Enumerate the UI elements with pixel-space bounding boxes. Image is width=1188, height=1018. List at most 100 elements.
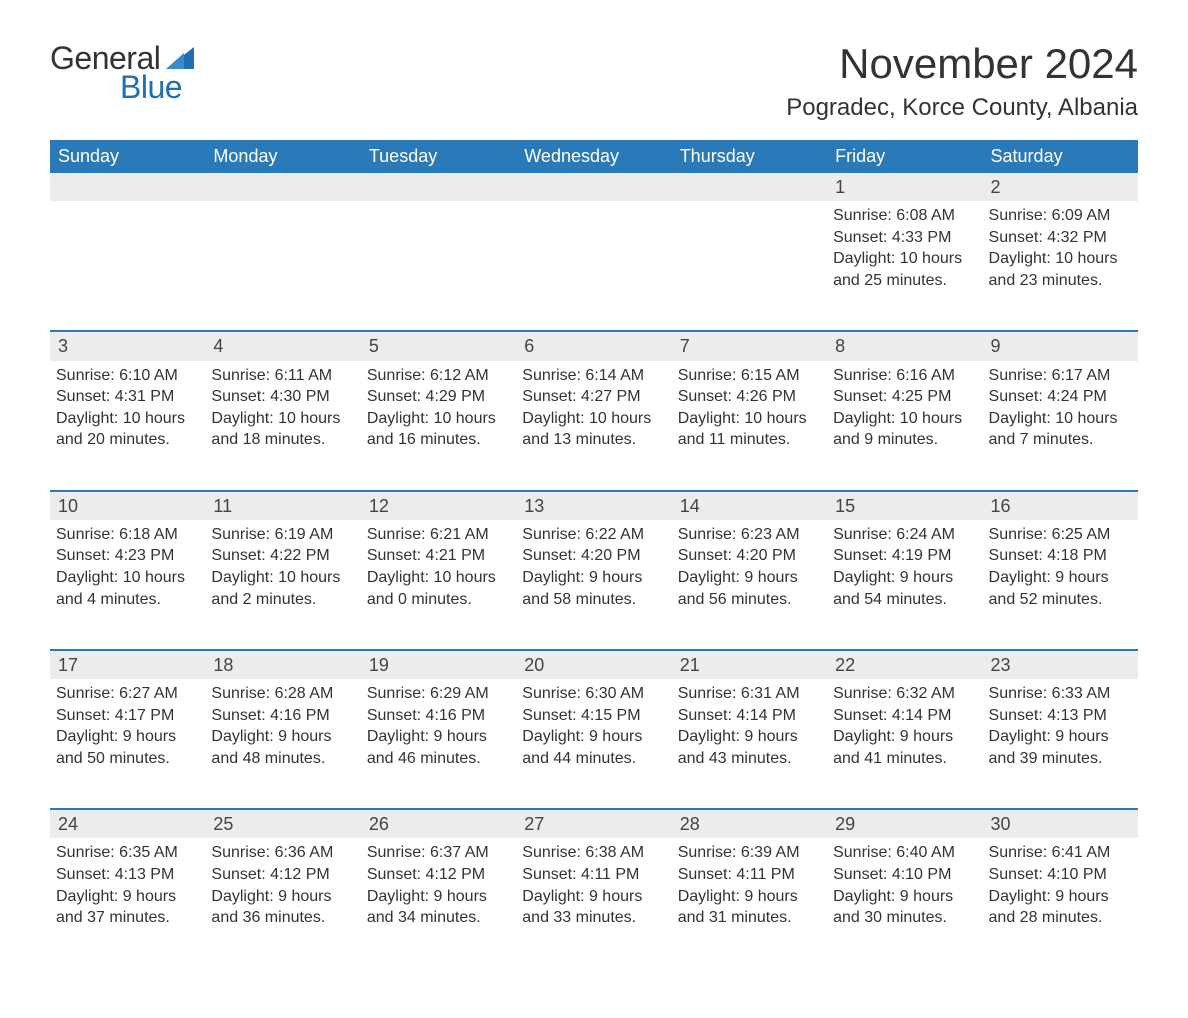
day-content-cell: Sunrise: 6:15 AM Sunset: 4:26 PM Dayligh…: [672, 361, 827, 491]
day-details: Sunrise: 6:11 AM Sunset: 4:30 PM Dayligh…: [211, 365, 354, 451]
title-block: November 2024 Pogradec, Korce County, Al…: [786, 40, 1138, 122]
day-content-row: Sunrise: 6:10 AM Sunset: 4:31 PM Dayligh…: [50, 361, 1138, 491]
day-content-cell: Sunrise: 6:40 AM Sunset: 4:10 PM Dayligh…: [827, 838, 982, 968]
day-content-cell: Sunrise: 6:29 AM Sunset: 4:16 PM Dayligh…: [361, 679, 516, 809]
day-number-cell: 16: [983, 491, 1138, 520]
day-number-cell: 17: [50, 650, 205, 679]
calendar-page: General Blue November 2024 Pogradec, Kor…: [0, 0, 1188, 1018]
day-details: Sunrise: 6:15 AM Sunset: 4:26 PM Dayligh…: [678, 365, 821, 451]
day-details: Sunrise: 6:12 AM Sunset: 4:29 PM Dayligh…: [367, 365, 510, 451]
day-details: Sunrise: 6:30 AM Sunset: 4:15 PM Dayligh…: [522, 683, 665, 769]
day-details: Sunrise: 6:16 AM Sunset: 4:25 PM Dayligh…: [833, 365, 976, 451]
location-subtitle: Pogradec, Korce County, Albania: [786, 94, 1138, 122]
day-content-cell: [361, 201, 516, 331]
day-content-cell: Sunrise: 6:36 AM Sunset: 4:12 PM Dayligh…: [205, 838, 360, 968]
daynum-row: 3456789: [50, 331, 1138, 360]
day-number-cell: 18: [205, 650, 360, 679]
day-number-cell: 8: [827, 331, 982, 360]
day-details: Sunrise: 6:29 AM Sunset: 4:16 PM Dayligh…: [367, 683, 510, 769]
day-content-cell: Sunrise: 6:31 AM Sunset: 4:14 PM Dayligh…: [672, 679, 827, 809]
day-details: Sunrise: 6:39 AM Sunset: 4:11 PM Dayligh…: [678, 842, 821, 928]
day-content-cell: Sunrise: 6:30 AM Sunset: 4:15 PM Dayligh…: [516, 679, 671, 809]
day-number-cell: 24: [50, 809, 205, 838]
col-sunday: Sunday: [50, 140, 205, 173]
day-content-cell: Sunrise: 6:16 AM Sunset: 4:25 PM Dayligh…: [827, 361, 982, 491]
day-details: Sunrise: 6:35 AM Sunset: 4:13 PM Dayligh…: [56, 842, 199, 928]
day-content-cell: Sunrise: 6:25 AM Sunset: 4:18 PM Dayligh…: [983, 520, 1138, 650]
daynum-row: 10111213141516: [50, 491, 1138, 520]
day-number-cell: 27: [516, 809, 671, 838]
day-content-row: Sunrise: 6:18 AM Sunset: 4:23 PM Dayligh…: [50, 520, 1138, 650]
day-content-cell: Sunrise: 6:39 AM Sunset: 4:11 PM Dayligh…: [672, 838, 827, 968]
day-number-cell: 23: [983, 650, 1138, 679]
day-number-cell: 2: [983, 173, 1138, 201]
logo-text-blue: Blue: [120, 69, 182, 106]
day-details: Sunrise: 6:25 AM Sunset: 4:18 PM Dayligh…: [989, 524, 1132, 610]
day-content-cell: Sunrise: 6:11 AM Sunset: 4:30 PM Dayligh…: [205, 361, 360, 491]
day-content-cell: [672, 201, 827, 331]
day-content-cell: Sunrise: 6:18 AM Sunset: 4:23 PM Dayligh…: [50, 520, 205, 650]
col-thursday: Thursday: [672, 140, 827, 173]
day-details: Sunrise: 6:32 AM Sunset: 4:14 PM Dayligh…: [833, 683, 976, 769]
day-number-cell: 20: [516, 650, 671, 679]
day-content-cell: Sunrise: 6:24 AM Sunset: 4:19 PM Dayligh…: [827, 520, 982, 650]
day-content-cell: Sunrise: 6:09 AM Sunset: 4:32 PM Dayligh…: [983, 201, 1138, 331]
day-content-cell: Sunrise: 6:32 AM Sunset: 4:14 PM Dayligh…: [827, 679, 982, 809]
day-content-cell: Sunrise: 6:19 AM Sunset: 4:22 PM Dayligh…: [205, 520, 360, 650]
day-number-cell: 30: [983, 809, 1138, 838]
day-details: Sunrise: 6:10 AM Sunset: 4:31 PM Dayligh…: [56, 365, 199, 451]
col-monday: Monday: [205, 140, 360, 173]
day-details: Sunrise: 6:41 AM Sunset: 4:10 PM Dayligh…: [989, 842, 1132, 928]
day-number-cell: 6: [516, 331, 671, 360]
day-number-cell: 5: [361, 331, 516, 360]
day-number-cell: 25: [205, 809, 360, 838]
day-content-cell: Sunrise: 6:33 AM Sunset: 4:13 PM Dayligh…: [983, 679, 1138, 809]
day-number-cell: 1: [827, 173, 982, 201]
day-content-cell: Sunrise: 6:14 AM Sunset: 4:27 PM Dayligh…: [516, 361, 671, 491]
day-content-cell: [516, 201, 671, 331]
day-number-cell: [672, 173, 827, 201]
day-content-cell: Sunrise: 6:23 AM Sunset: 4:20 PM Dayligh…: [672, 520, 827, 650]
day-content-row: Sunrise: 6:27 AM Sunset: 4:17 PM Dayligh…: [50, 679, 1138, 809]
daynum-row: 12: [50, 173, 1138, 201]
day-content-cell: [205, 201, 360, 331]
day-content-cell: Sunrise: 6:22 AM Sunset: 4:20 PM Dayligh…: [516, 520, 671, 650]
day-content-cell: Sunrise: 6:28 AM Sunset: 4:16 PM Dayligh…: [205, 679, 360, 809]
day-content-cell: Sunrise: 6:21 AM Sunset: 4:21 PM Dayligh…: [361, 520, 516, 650]
day-details: Sunrise: 6:22 AM Sunset: 4:20 PM Dayligh…: [522, 524, 665, 610]
day-number-cell: 7: [672, 331, 827, 360]
day-details: Sunrise: 6:38 AM Sunset: 4:11 PM Dayligh…: [522, 842, 665, 928]
col-wednesday: Wednesday: [516, 140, 671, 173]
day-number-cell: 21: [672, 650, 827, 679]
day-number-cell: 19: [361, 650, 516, 679]
day-details: Sunrise: 6:24 AM Sunset: 4:19 PM Dayligh…: [833, 524, 976, 610]
day-content-row: Sunrise: 6:08 AM Sunset: 4:33 PM Dayligh…: [50, 201, 1138, 331]
day-number-cell: 11: [205, 491, 360, 520]
day-details: Sunrise: 6:18 AM Sunset: 4:23 PM Dayligh…: [56, 524, 199, 610]
day-details: Sunrise: 6:17 AM Sunset: 4:24 PM Dayligh…: [989, 365, 1132, 451]
day-content-cell: Sunrise: 6:27 AM Sunset: 4:17 PM Dayligh…: [50, 679, 205, 809]
day-content-cell: Sunrise: 6:17 AM Sunset: 4:24 PM Dayligh…: [983, 361, 1138, 491]
month-title: November 2024: [786, 40, 1138, 88]
day-content-cell: Sunrise: 6:38 AM Sunset: 4:11 PM Dayligh…: [516, 838, 671, 968]
day-content-cell: Sunrise: 6:41 AM Sunset: 4:10 PM Dayligh…: [983, 838, 1138, 968]
day-number-cell: 12: [361, 491, 516, 520]
day-content-cell: Sunrise: 6:12 AM Sunset: 4:29 PM Dayligh…: [361, 361, 516, 491]
day-number-cell: [516, 173, 671, 201]
day-number-cell: 29: [827, 809, 982, 838]
daynum-row: 17181920212223: [50, 650, 1138, 679]
day-number-cell: 3: [50, 331, 205, 360]
day-number-cell: 10: [50, 491, 205, 520]
day-details: Sunrise: 6:31 AM Sunset: 4:14 PM Dayligh…: [678, 683, 821, 769]
day-details: Sunrise: 6:27 AM Sunset: 4:17 PM Dayligh…: [56, 683, 199, 769]
day-details: Sunrise: 6:40 AM Sunset: 4:10 PM Dayligh…: [833, 842, 976, 928]
day-number-cell: [205, 173, 360, 201]
day-details: Sunrise: 6:08 AM Sunset: 4:33 PM Dayligh…: [833, 205, 976, 291]
day-details: Sunrise: 6:28 AM Sunset: 4:16 PM Dayligh…: [211, 683, 354, 769]
day-number-cell: 14: [672, 491, 827, 520]
col-friday: Friday: [827, 140, 982, 173]
day-number-cell: 13: [516, 491, 671, 520]
day-content-cell: Sunrise: 6:08 AM Sunset: 4:33 PM Dayligh…: [827, 201, 982, 331]
day-content-cell: Sunrise: 6:37 AM Sunset: 4:12 PM Dayligh…: [361, 838, 516, 968]
day-number-cell: 15: [827, 491, 982, 520]
